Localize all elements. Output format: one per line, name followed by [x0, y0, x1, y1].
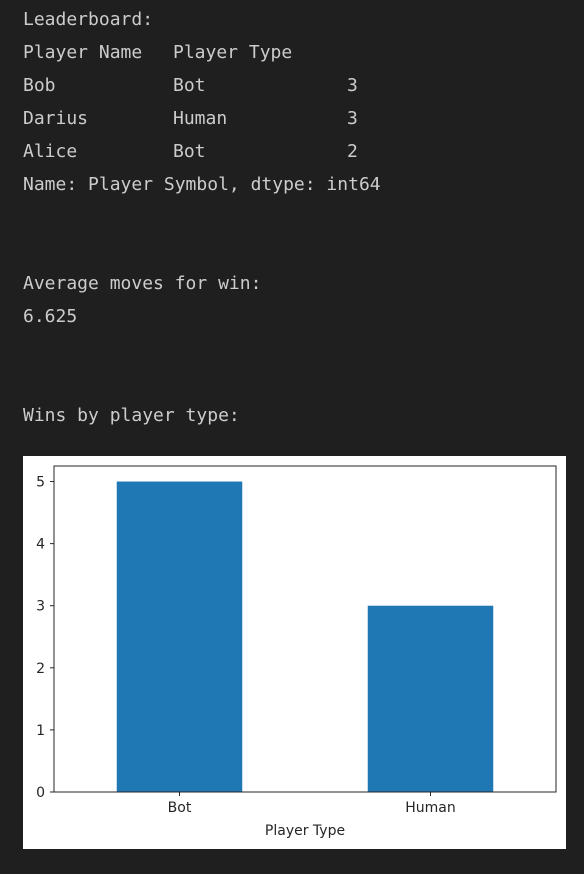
row-player-name: Darius: [23, 108, 89, 129]
bar: [367, 605, 494, 792]
x-tick-label: Human: [405, 800, 456, 816]
wins-bar-chart: Bot Human 0 1 2 3 4 5 Player Type: [23, 456, 566, 849]
row-win-count: 2: [347, 141, 358, 162]
row-player-type: Bot: [173, 141, 206, 162]
row-win-count: 3: [347, 75, 358, 96]
header-player-type: Player Type: [173, 42, 293, 63]
average-moves-value: 6.625: [23, 306, 78, 327]
row-player-type: Bot: [173, 75, 206, 96]
row-player-name: Alice: [23, 141, 78, 162]
wins-by-type-title: Wins by player type:: [23, 405, 240, 426]
y-tick-label: 3: [36, 599, 45, 615]
average-moves-title: Average moves for win:: [23, 273, 262, 294]
y-tick-label: 0: [36, 785, 45, 801]
row-player-name: Bob: [23, 75, 56, 96]
bar: [116, 481, 243, 792]
row-win-count: 3: [347, 108, 358, 129]
leaderboard-row: Bob Bot 3: [23, 69, 358, 102]
leaderboard-title: Leaderboard:: [23, 9, 154, 30]
y-tick-label: 5: [36, 475, 45, 491]
plot-area-frame: [53, 465, 557, 793]
x-axis-label: Player Type: [265, 823, 345, 839]
x-tick-label: Bot: [168, 800, 192, 816]
header-player-name: Player Name: [23, 42, 143, 63]
leaderboard-row: Darius Human 3: [23, 102, 358, 135]
y-tick-label: 2: [36, 661, 45, 677]
row-player-type: Human: [173, 108, 228, 129]
leaderboard-dtype-footer: Name: Player Symbol, dtype: int64: [23, 174, 381, 195]
leaderboard-header-row: Player Name Player Type: [23, 36, 292, 69]
chart-svg: Bot Human 0 1 2 3 4 5 Player Type: [36, 465, 557, 839]
y-tick-label: 4: [36, 537, 45, 553]
y-tick-label: 1: [36, 723, 45, 739]
leaderboard-row: Alice Bot 2: [23, 135, 358, 168]
